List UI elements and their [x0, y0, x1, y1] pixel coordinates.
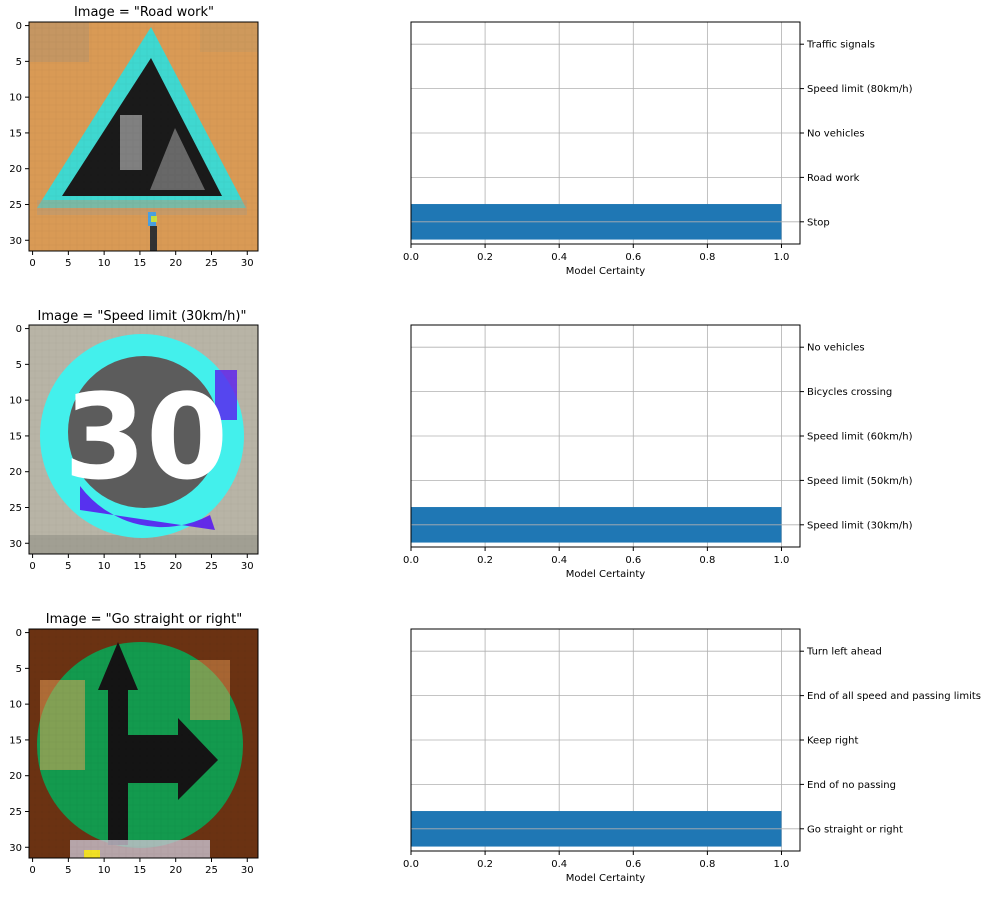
- x-tick-label: 0.4: [551, 252, 567, 263]
- y-tick-label: 15: [9, 431, 22, 442]
- x-tick-label: 15: [134, 865, 147, 876]
- x-tick-label: 5: [65, 258, 71, 269]
- x-tick-label: 0.4: [551, 555, 567, 566]
- x-tick-label: 10: [98, 258, 111, 269]
- y-tick-label: 0: [16, 324, 22, 335]
- y-tick-label: 25: [9, 807, 22, 818]
- sign-digits: 30: [64, 368, 228, 506]
- category-label: Speed limit (80km/h): [807, 84, 913, 95]
- x-tick-label: 1.0: [774, 555, 790, 566]
- x-tick-label: 0.2: [477, 859, 493, 870]
- x-tick-label: 15: [134, 561, 147, 572]
- x-tick-label: 30: [241, 561, 254, 572]
- certainty-bar-chart: 0.0 0.2 0.4 0.6 0.8 1.0 Model Certainty Speed l…: [403, 324, 913, 580]
- category-label: Bicycles crossing: [807, 387, 892, 398]
- x-tick-label: 15: [134, 258, 147, 269]
- x-tick-label: 0.8: [699, 252, 715, 263]
- x-tick-label: 20: [169, 258, 182, 269]
- y-tick-label: 30: [9, 236, 22, 247]
- sign-image: 30: [28, 324, 259, 555]
- x-axis-label: Model Certainty: [566, 569, 646, 580]
- x-tick-label: 0.4: [551, 859, 567, 870]
- sign-image: [28, 628, 259, 859]
- x-tick-label: 5: [65, 561, 71, 572]
- category-label: No vehicles: [807, 129, 865, 140]
- y-tick-label: 20: [9, 771, 22, 782]
- y-tick-label: 0: [16, 21, 22, 32]
- x-axis-label: Model Certainty: [566, 873, 646, 884]
- y-tick-label: 10: [9, 93, 22, 104]
- sign-image: [28, 21, 259, 252]
- x-tick-label: 30: [241, 258, 254, 269]
- certainty-bar-chart: 0.0 0.2 0.4 0.6 0.8 1.0 Model Certainty Stop Roa…: [403, 21, 913, 277]
- row-1: Image = "Road work" 0 0 5 5 10 10 15 15 20 20 25 25…: [9, 5, 912, 277]
- x-tick-label: 0.2: [477, 555, 493, 566]
- y-tick-label: 5: [16, 360, 22, 371]
- category-label: Stop: [807, 217, 830, 228]
- y-tick-label: 10: [9, 396, 22, 407]
- category-label: Turn left ahead: [806, 647, 882, 658]
- x-tick-label: 1.0: [774, 252, 790, 263]
- x-tick-label: 25: [205, 561, 218, 572]
- certainty-bar-chart: 0.0 0.2 0.4 0.6 0.8 1.0 Model Certainty Go stra…: [403, 628, 981, 884]
- x-tick-label: 20: [169, 561, 182, 572]
- category-label: Traffic signals: [806, 40, 875, 51]
- x-axis-label: Model Certainty: [566, 266, 646, 277]
- x-tick-label: 0.8: [699, 555, 715, 566]
- x-tick-label: 0.6: [625, 252, 641, 263]
- y-tick-label: 5: [16, 664, 22, 675]
- category-label: Speed limit (30km/h): [807, 520, 913, 531]
- x-tick-label: 0.0: [403, 555, 419, 566]
- x-tick-label: 1.0: [774, 859, 790, 870]
- x-tick-label: 0.6: [625, 555, 641, 566]
- x-tick-label: 0: [29, 865, 35, 876]
- y-tick-label: 0: [16, 628, 22, 639]
- y-tick-label: 25: [9, 503, 22, 514]
- x-tick-label: 30: [241, 865, 254, 876]
- category-label: Road work: [807, 173, 860, 184]
- category-label: End of all speed and passing limits: [807, 691, 981, 702]
- x-tick-label: 10: [98, 865, 111, 876]
- category-label: No vehicles: [807, 343, 865, 354]
- y-tick-label: 20: [9, 467, 22, 478]
- y-tick-label: 15: [9, 128, 22, 139]
- x-tick-label: 0: [29, 561, 35, 572]
- category-label: Speed limit (50km/h): [807, 476, 913, 487]
- x-tick-label: 0: [29, 258, 35, 269]
- row-2: Image = "Speed limit (30km/h)" 30 0 0 5 5 10…: [9, 309, 912, 580]
- x-tick-label: 0.6: [625, 859, 641, 870]
- category-label: Keep right: [807, 736, 858, 747]
- y-tick-label: 15: [9, 735, 22, 746]
- x-tick-label: 0.0: [403, 859, 419, 870]
- image-title: Image = "Speed limit (30km/h)": [38, 309, 247, 324]
- y-tick-label: 25: [9, 200, 22, 211]
- x-tick-label: 20: [169, 865, 182, 876]
- image-title: Image = "Road work": [74, 5, 214, 20]
- y-tick-label: 5: [16, 57, 22, 68]
- image-title: Image = "Go straight or right": [46, 612, 242, 627]
- y-tick-label: 30: [9, 843, 22, 854]
- y-tick-label: 10: [9, 700, 22, 711]
- y-tick-label: 30: [9, 539, 22, 550]
- x-tick-label: 0.0: [403, 252, 419, 263]
- category-label: End of no passing: [807, 780, 896, 791]
- x-tick-label: 10: [98, 561, 111, 572]
- x-tick-label: 25: [205, 865, 218, 876]
- x-tick-label: 5: [65, 865, 71, 876]
- x-tick-label: 0.8: [699, 859, 715, 870]
- x-tick-label: 0.2: [477, 252, 493, 263]
- category-label: Go straight or right: [807, 824, 903, 835]
- y-tick-label: 20: [9, 164, 22, 175]
- x-tick-label: 25: [205, 258, 218, 269]
- category-label: Speed limit (60km/h): [807, 432, 913, 443]
- row-3: Image = "Go straight or right" 0 0 5 5 10 10 1…: [9, 612, 981, 884]
